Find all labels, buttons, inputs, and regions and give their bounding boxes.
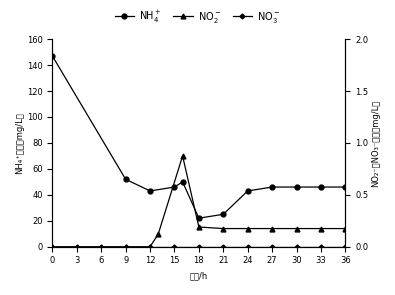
NO$_3^-$ (172, 245, 177, 248)
NH$_4^+$ (319, 185, 324, 189)
NH$_4^+$ (294, 185, 299, 189)
NH$_4^+$ (245, 189, 250, 193)
NO$_3^-$ (270, 245, 275, 248)
NO$_3^-$ (50, 245, 55, 248)
NH$_4^+$ (221, 212, 226, 216)
X-axis label: 时间/h: 时间/h (190, 271, 208, 280)
Line: NO$_2^-$: NO$_2^-$ (50, 153, 348, 249)
NO$_2^-$ (294, 227, 299, 230)
NO$_3^-$ (148, 245, 152, 248)
NO$_3^-$ (74, 245, 79, 248)
NH$_4^+$ (50, 54, 55, 58)
NO$_3^-$ (123, 245, 128, 248)
NH$_4^+$ (123, 178, 128, 181)
Line: NO$_3^-$: NO$_3^-$ (51, 245, 347, 248)
NO$_2^-$ (270, 227, 275, 230)
NO$_3^-$ (196, 245, 201, 248)
NO$_2^-$ (343, 227, 348, 230)
Legend: NH$_4^+$, NO$_2^-$, NO$_3^-$: NH$_4^+$, NO$_2^-$, NO$_3^-$ (111, 5, 284, 29)
NO$_2^-$ (180, 154, 185, 158)
NO$_3^-$ (294, 245, 299, 248)
Y-axis label: NH₄⁺浓度（mg/L）: NH₄⁺浓度（mg/L） (15, 112, 24, 174)
NO$_2^-$ (245, 227, 250, 230)
NH$_4^+$ (343, 185, 348, 189)
NH$_4^+$ (196, 217, 201, 220)
NO$_2^-$ (196, 225, 201, 229)
NO$_3^-$ (221, 245, 226, 248)
NO$_3^-$ (343, 245, 348, 248)
NH$_4^+$ (180, 180, 185, 183)
NO$_2^-$ (221, 227, 226, 230)
NO$_3^-$ (319, 245, 324, 248)
NO$_2^-$ (50, 245, 55, 248)
NO$_3^-$ (245, 245, 250, 248)
NO$_2^-$ (123, 245, 128, 248)
NH$_4^+$ (148, 189, 152, 193)
NO$_3^-$ (99, 245, 103, 248)
NO$_2^-$ (148, 245, 152, 248)
NO$_2^-$ (319, 227, 324, 230)
Line: NH$_4^+$: NH$_4^+$ (50, 54, 348, 221)
NH$_4^+$ (172, 185, 177, 189)
NO$_2^-$ (156, 232, 160, 236)
Y-axis label: NO₂⁻、NO₃⁻浓度（mg/L）: NO₂⁻、NO₃⁻浓度（mg/L） (371, 99, 380, 186)
NH$_4^+$ (270, 185, 275, 189)
